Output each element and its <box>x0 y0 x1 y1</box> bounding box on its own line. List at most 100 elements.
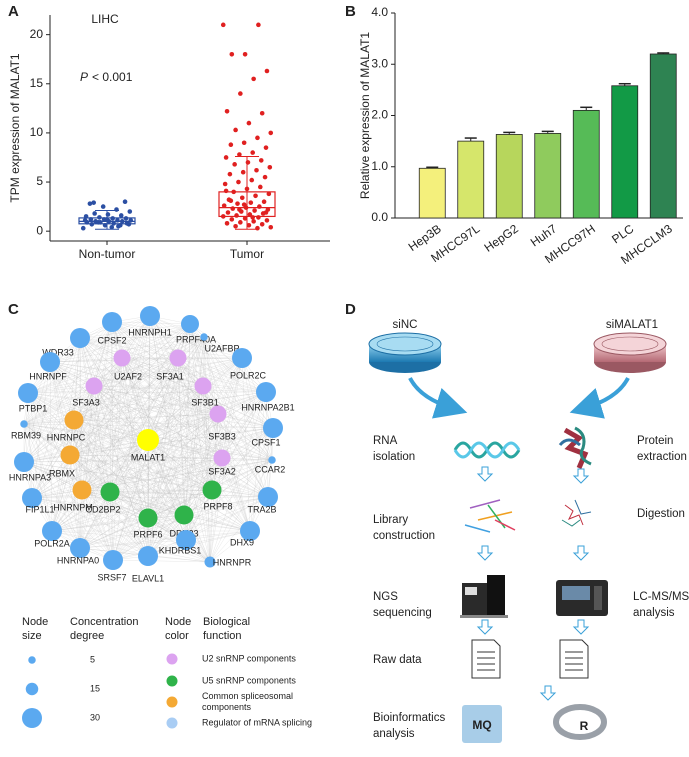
data-point <box>241 202 247 207</box>
network-edge <box>111 321 114 561</box>
data-point <box>253 193 258 199</box>
network-node <box>202 480 222 500</box>
data-point <box>259 221 265 227</box>
network-node <box>209 405 227 423</box>
workflow-step: NGS <box>373 591 398 603</box>
network-edge <box>93 385 251 532</box>
network-edge <box>111 321 243 359</box>
network-edge <box>109 491 114 561</box>
network-edge <box>147 496 269 557</box>
network-edge <box>79 496 269 549</box>
network-edge <box>79 357 179 549</box>
network-edge <box>241 357 273 461</box>
network-edge <box>31 323 191 499</box>
network-edge <box>23 461 149 557</box>
network-edge <box>109 491 211 563</box>
network-edge <box>111 321 179 359</box>
network-edge <box>121 357 223 459</box>
data-point <box>238 220 243 225</box>
data-point <box>237 152 242 157</box>
network-edge <box>23 315 151 425</box>
data-point <box>111 221 116 226</box>
network-edge <box>31 497 114 561</box>
maxquant-logo <box>462 705 502 743</box>
legend-title: size <box>22 630 42 642</box>
network-edge <box>241 357 269 498</box>
node-label: HNRNPF <box>29 371 67 381</box>
data-point <box>248 200 254 205</box>
legend-title: Node <box>22 616 48 628</box>
network-edge <box>147 385 204 557</box>
network-edge <box>147 439 211 563</box>
network-edge <box>51 391 267 532</box>
network-edge <box>31 489 213 499</box>
network-edge <box>79 337 111 493</box>
network-edge <box>27 336 205 394</box>
network-edge <box>79 457 223 549</box>
network-edge <box>23 423 274 429</box>
network-edge <box>73 419 269 498</box>
network-edge <box>147 439 223 459</box>
network-edge <box>111 321 273 461</box>
node-label: WDR33 <box>42 347 74 357</box>
y-tick-label: 1.0 <box>371 159 388 173</box>
network-edge <box>51 385 204 532</box>
network-edge <box>93 385 187 541</box>
data-point <box>92 211 97 216</box>
bar <box>457 140 485 219</box>
network-edge <box>73 419 273 461</box>
data-point <box>82 218 88 223</box>
dna-icon <box>453 441 521 459</box>
network-edge <box>93 357 179 387</box>
network-edge <box>203 336 211 563</box>
data-point <box>229 52 235 57</box>
network-edge <box>79 337 269 498</box>
data-point <box>220 214 226 219</box>
network-edge <box>73 385 204 421</box>
network-edge <box>51 323 191 532</box>
data-point <box>246 120 252 126</box>
network-edge <box>217 413 251 532</box>
network-edge <box>241 357 251 532</box>
legend-size-node <box>25 682 39 696</box>
y-tick-label: 20 <box>30 27 44 41</box>
network-edge <box>79 539 187 549</box>
network-edge <box>69 454 213 491</box>
network-edge <box>149 315 219 415</box>
node-label: HNRNPM <box>53 502 93 512</box>
network-node <box>240 521 260 541</box>
data-point <box>118 213 124 218</box>
data-point <box>232 162 237 167</box>
network-edge <box>31 457 223 499</box>
network-edge <box>202 385 211 563</box>
network-edge <box>147 457 223 519</box>
workflow-step: Digestion <box>637 508 685 520</box>
network-edge <box>147 427 274 441</box>
node-label: SF3A2 <box>208 466 236 476</box>
network-edge <box>109 315 151 493</box>
bar <box>611 85 639 219</box>
network-edge <box>177 357 211 563</box>
network-edge <box>49 336 205 363</box>
network-edge <box>31 361 51 499</box>
data-point <box>267 165 273 170</box>
network-edge <box>27 357 243 394</box>
data-point <box>234 213 239 218</box>
data-point <box>251 76 256 82</box>
network-edge <box>185 459 273 541</box>
network-edge <box>79 413 219 549</box>
dish-right <box>593 332 667 373</box>
network-edge <box>23 385 95 425</box>
network-edge <box>81 413 219 491</box>
network-edge <box>177 357 251 532</box>
network-edge <box>73 419 114 561</box>
data-point <box>102 222 108 228</box>
network-edge <box>149 315 213 491</box>
network-edge <box>27 385 204 394</box>
network-edge <box>69 454 223 459</box>
network-node <box>102 312 122 332</box>
network-edge <box>209 391 267 563</box>
panel-label: A <box>8 3 19 20</box>
network-edge <box>23 323 191 425</box>
network-edge <box>79 337 149 557</box>
